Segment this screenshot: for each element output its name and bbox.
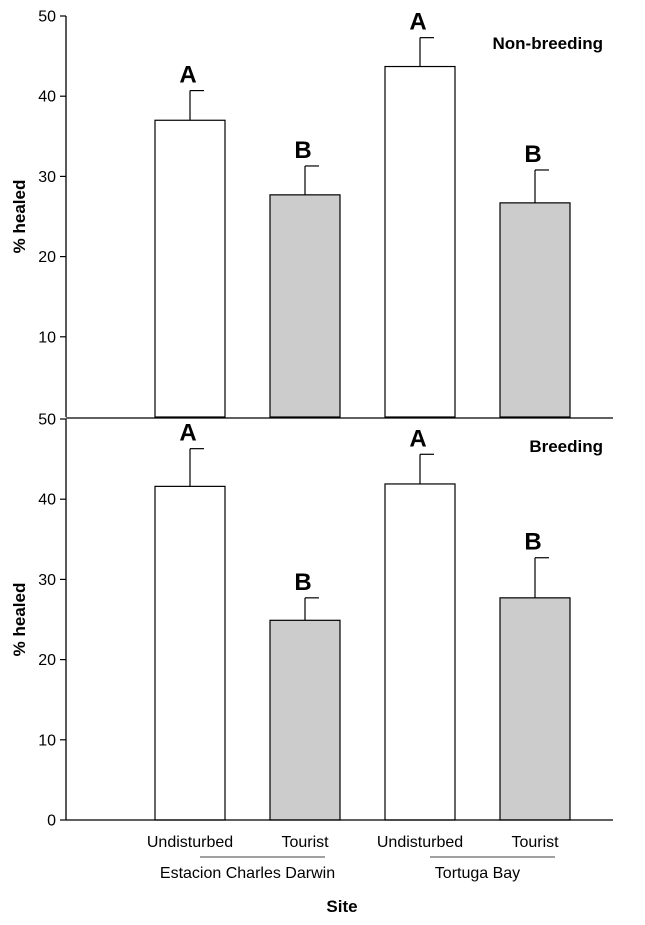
significance-label-0-0: A (179, 62, 196, 89)
panel-label-0: Non-breeding (493, 34, 604, 53)
bar-0-1 (269, 194, 341, 418)
x-category-label-3: Tourist (511, 834, 559, 851)
y-tick-label-0-4: 50 (38, 9, 56, 26)
bar-0-2 (384, 65, 456, 418)
y-tick-label-1-2: 20 (38, 652, 56, 669)
bar-0-3 (499, 202, 571, 418)
bar-1-0 (154, 485, 226, 821)
x-category-label-1: Tourist (281, 834, 329, 851)
y-tick-label-0-2: 30 (38, 169, 56, 186)
x-category-label-2: Undisturbed (377, 834, 463, 851)
y-tick-label-0-1: 20 (38, 249, 56, 266)
y-axis-title-0: % healed (10, 180, 29, 254)
y-tick-label-0-3: 40 (38, 89, 56, 106)
x-category-label-0: Undisturbed (147, 834, 233, 851)
bar-1-1 (269, 619, 341, 821)
significance-label-0-1: B (294, 137, 311, 164)
y-tick-label-1-3: 30 (38, 572, 56, 589)
panel-label-1: Breeding (529, 437, 603, 456)
bar-0-0 (154, 119, 226, 418)
y-axis-title-1: % healed (10, 583, 29, 657)
significance-label-1-3: B (524, 529, 541, 556)
x-axis-title: Site (326, 897, 357, 916)
significance-label-0-2: A (409, 9, 426, 36)
y-tick-label-1-5: 50 (38, 412, 56, 429)
y-tick-label-0-0: 10 (38, 329, 56, 346)
significance-label-0-3: B (524, 141, 541, 168)
significance-label-1-0: A (179, 420, 196, 447)
significance-label-1-1: B (294, 569, 311, 596)
bar-1-2 (384, 483, 456, 821)
y-tick-label-1-0: 0 (47, 813, 56, 830)
significance-label-1-2: A (409, 425, 426, 452)
bar-1-3 (499, 597, 571, 821)
y-tick-label-1-4: 40 (38, 492, 56, 509)
y-tick-label-1-1: 10 (38, 732, 56, 749)
group-label-0: Estacion Charles Darwin (160, 865, 335, 882)
group-label-1: Tortuga Bay (435, 865, 520, 882)
